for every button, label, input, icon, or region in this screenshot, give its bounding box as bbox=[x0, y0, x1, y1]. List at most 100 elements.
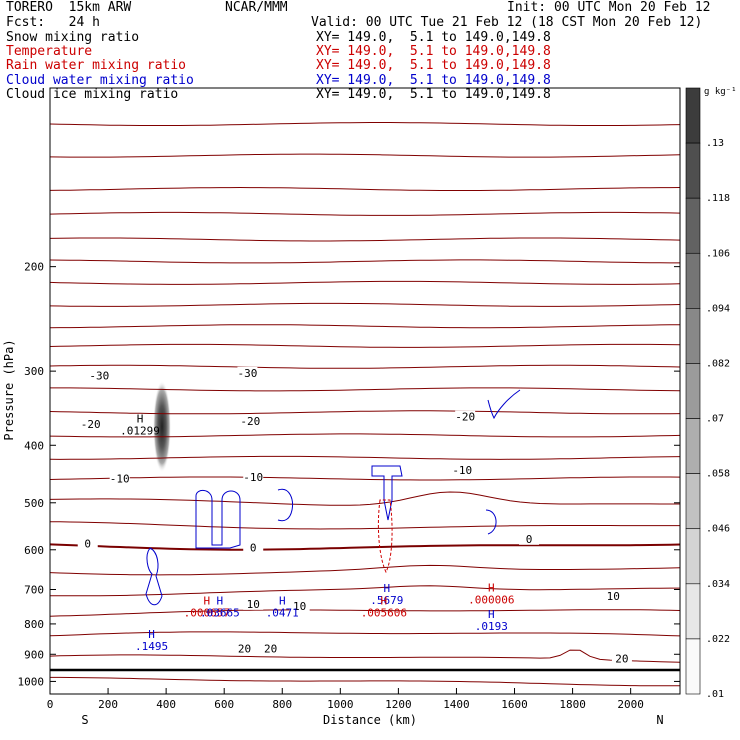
x-tick-label: 1800 bbox=[559, 698, 586, 711]
isotherm-label-bg bbox=[243, 470, 264, 483]
x-axis-right-end-label: N bbox=[656, 713, 663, 727]
isotherm-label-bg bbox=[611, 652, 632, 665]
field-name-snow: Snow mixing ratio bbox=[6, 30, 140, 45]
y-tick-label: 800 bbox=[24, 618, 44, 631]
x-axis-left-end-label: S bbox=[81, 713, 88, 727]
isotherm-label: -10 bbox=[110, 472, 130, 485]
isotherm-label: 20 bbox=[264, 642, 277, 655]
maximum-value: .000657 bbox=[184, 607, 230, 620]
isotherm-line bbox=[49, 153, 681, 158]
maximum-marker: H bbox=[137, 413, 144, 426]
y-tick-label: 1000 bbox=[18, 675, 45, 688]
colorbar-cell bbox=[685, 418, 701, 474]
colorbar-cell bbox=[685, 528, 701, 585]
isotherm-line bbox=[49, 186, 681, 191]
colorbar-cell bbox=[685, 363, 701, 419]
x-tick-label: 600 bbox=[214, 698, 234, 711]
isotherm-label-bg bbox=[452, 463, 473, 476]
cloud-water-contour bbox=[277, 488, 293, 522]
isotherm-label: 10 bbox=[607, 590, 620, 603]
maximum-marker: H bbox=[381, 595, 388, 608]
isotherm-label: 20 bbox=[615, 653, 628, 666]
field-name-temperature: Temperature bbox=[6, 44, 93, 59]
maximum-marker: H bbox=[148, 628, 155, 641]
colorbar-label: .046 bbox=[706, 524, 730, 535]
field-name-cloud-ice: Cloud ice mixing ratio bbox=[6, 87, 179, 102]
maximum-value: .005606 bbox=[361, 607, 407, 620]
isotherm-label: -10 bbox=[452, 464, 472, 477]
isotherm-label-bg bbox=[77, 537, 98, 550]
isotherm-label: -20 bbox=[81, 418, 101, 431]
isotherm-label-bg bbox=[243, 597, 264, 610]
colorbar-label: .058 bbox=[706, 469, 730, 480]
colorbar-cell bbox=[685, 142, 701, 199]
isotherm-label-bg bbox=[519, 532, 540, 545]
isotherm-label-bg bbox=[455, 410, 476, 423]
colorbar-label: .118 bbox=[706, 193, 730, 204]
model-label: TORERO 15km ARW bbox=[6, 0, 132, 15]
x-tick-label: 1000 bbox=[327, 698, 354, 711]
x-tick-label: 400 bbox=[156, 698, 176, 711]
y-tick-label: 700 bbox=[24, 584, 44, 597]
snow-shaded-region bbox=[153, 380, 171, 473]
maximum-value: .01299 bbox=[120, 425, 160, 438]
contour-label-layer: -30 -30 -20 -20 -20 -10 -10 -10 0 0 0 10 10 10 20 20 20 H… bbox=[77, 366, 632, 666]
cloud-water-contour bbox=[195, 490, 241, 549]
y-tick-label: 900 bbox=[24, 648, 44, 661]
rain-contour bbox=[377, 499, 393, 574]
cloud-water-contour bbox=[145, 547, 163, 606]
isotherm-line bbox=[49, 364, 681, 369]
isotherm-line bbox=[49, 237, 681, 242]
isotherm-line bbox=[50, 387, 681, 392]
field-name-cloud-water: Cloud water mixing ratio bbox=[6, 73, 194, 88]
isotherm-line bbox=[49, 476, 681, 481]
isotherm-line bbox=[49, 122, 681, 126]
field-xy-temperature: XY= 149.0, 5.1 to 149.0,149.8 bbox=[316, 44, 551, 59]
x-tick-label: 2000 bbox=[617, 698, 644, 711]
maximum-marker: H bbox=[488, 581, 495, 594]
isotherm-label: 20 bbox=[238, 642, 251, 655]
isotherm-label: 0 bbox=[250, 542, 257, 555]
isotherm-line bbox=[49, 564, 681, 576]
field-xy-cloud-ice: XY= 149.0, 5.1 to 149.0,149.8 bbox=[316, 87, 551, 102]
axis-ticks-layer: 0 200 400 600 800 1000 1200 1400 1600 1800 2000200… bbox=[18, 261, 680, 711]
isotherm-line bbox=[49, 302, 681, 307]
moisture-contour-layer bbox=[145, 389, 521, 606]
colorbar-label: .13 bbox=[706, 138, 724, 149]
isotherm-label: -30 bbox=[89, 369, 109, 382]
field-xy-rain: XY= 149.0, 5.1 to 149.0,149.8 bbox=[316, 58, 551, 73]
field-name-rain: Rain water mixing ratio bbox=[6, 58, 187, 73]
cloud-water-contour bbox=[487, 389, 521, 420]
isotherm-line bbox=[49, 280, 681, 285]
cloud-water-contour bbox=[485, 509, 497, 535]
maximum-marker: H bbox=[203, 595, 210, 608]
maximum-value: .0193 bbox=[475, 620, 508, 633]
isotherm-label: -20 bbox=[240, 415, 260, 428]
x-tick-label: 200 bbox=[98, 698, 118, 711]
isotherm-label: -20 bbox=[455, 411, 475, 424]
colorbar-cell bbox=[685, 87, 701, 144]
isotherm-label-bg bbox=[89, 369, 110, 382]
y-axis-title: Pressure (hPa) bbox=[2, 339, 16, 440]
maximum-marker: H bbox=[279, 595, 286, 608]
colorbar-label: .034 bbox=[706, 579, 730, 590]
isotherm-line bbox=[49, 343, 681, 348]
x-tick-label: 0 bbox=[47, 698, 54, 711]
isotherm-line bbox=[49, 410, 681, 415]
x-tick-label: 1200 bbox=[385, 698, 412, 711]
isotherm-label-bg bbox=[603, 590, 624, 603]
field-xy-snow: XY= 149.0, 5.1 to 149.0,149.8 bbox=[316, 30, 551, 45]
isotherm-label: 10 bbox=[247, 598, 260, 611]
maximum-value: .03665 bbox=[200, 607, 240, 620]
colorbar-label: .01 bbox=[706, 689, 724, 700]
plot-frame bbox=[49, 87, 681, 695]
isotherm-label-bg bbox=[234, 642, 255, 655]
y-tick-label: 600 bbox=[24, 544, 44, 557]
x-axis-title: Distance (km) bbox=[323, 713, 417, 727]
isotherm-label: 10 bbox=[293, 600, 306, 613]
forecast-label: Fcst: 24 h bbox=[6, 15, 100, 30]
isotherm-line bbox=[49, 433, 681, 438]
isotherm-line bbox=[49, 609, 681, 617]
y-tick-label: 200 bbox=[24, 261, 44, 274]
colorbar-unit: g kg⁻¹ bbox=[704, 87, 737, 97]
